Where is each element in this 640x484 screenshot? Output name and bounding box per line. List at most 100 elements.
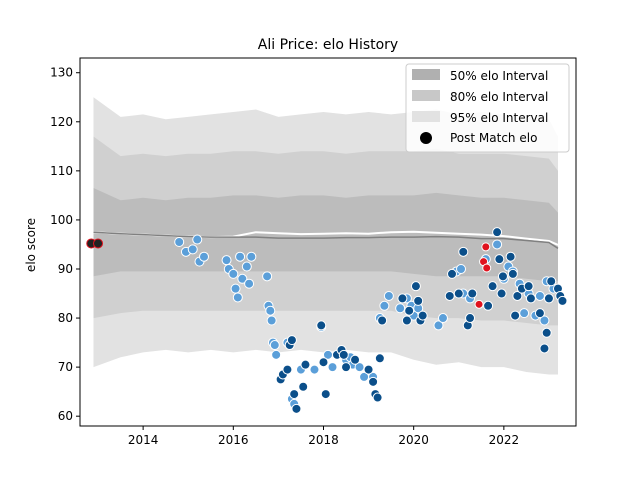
point-away-match [379, 300, 390, 311]
legend-swatch-50 [412, 69, 440, 80]
point-away-match [192, 234, 203, 245]
point-home-match [496, 288, 507, 299]
x-tick-label: 2018 [308, 433, 339, 447]
point-highlight-match [474, 299, 484, 309]
point-away-match [354, 362, 365, 373]
point-away-match [235, 251, 246, 262]
point-away-match [199, 251, 209, 262]
point-away-match [519, 308, 530, 319]
legend-label-post-match: Post Match elo [450, 131, 537, 145]
point-away-match [246, 251, 257, 262]
point-home-match [483, 300, 494, 311]
point-home-match [523, 281, 534, 292]
y-tick-label: 100 [50, 213, 73, 227]
legend-marker-post-match [420, 132, 432, 144]
point-home-match [510, 310, 521, 321]
point-away-match [174, 237, 185, 247]
point-away-match [237, 273, 248, 284]
point-home-match [282, 364, 293, 375]
point-home-match [539, 343, 550, 354]
median-elo-line [93, 231, 559, 250]
point-away-match [395, 303, 406, 314]
point-away-match [232, 292, 243, 303]
x-tick-label: 2022 [489, 433, 520, 447]
axes: 2014 2016 2018 2020 2022 60 70 80 90 100 110 120 130 [50, 66, 519, 447]
point-away-match [437, 313, 448, 324]
point-home-match [447, 268, 457, 279]
point-home-match [507, 268, 518, 279]
y-tick-label: 130 [50, 66, 73, 80]
y-tick-label: 110 [50, 164, 73, 178]
point-home-match [377, 315, 388, 326]
point-home-match [458, 246, 469, 257]
point-home-match [534, 308, 545, 319]
point-first-match [93, 238, 104, 249]
legend: 50% elo Interval 80% elo Interval 95% el… [405, 63, 570, 153]
point-home-match [320, 389, 331, 400]
point-home-match [467, 288, 478, 299]
point-home-match [557, 295, 568, 306]
point-away-match [269, 340, 280, 351]
point-away-match [241, 261, 252, 272]
x-tick-label: 2014 [128, 433, 159, 447]
legend-label-50: 50% elo Interval [450, 69, 548, 83]
legend-frame [405, 63, 570, 153]
point-away-match [262, 271, 273, 282]
point-home-match [417, 310, 428, 321]
y-tick-label: 120 [50, 115, 73, 129]
point-home-match [341, 362, 352, 373]
point-away-match [266, 315, 277, 326]
point-home-match [372, 392, 383, 403]
point-home-match [300, 359, 311, 370]
point-away-match [383, 290, 394, 301]
point-away-match [309, 364, 320, 375]
y-tick-label: 90 [58, 262, 73, 276]
post-match-points [86, 227, 568, 414]
point-away-match [230, 283, 241, 294]
point-home-match [350, 354, 361, 365]
point-home-match [404, 305, 415, 316]
point-away-match [327, 362, 338, 373]
point-home-match [505, 251, 516, 262]
point-home-match [374, 353, 385, 364]
point-home-match [316, 320, 327, 331]
point-highlight-match [482, 263, 492, 273]
y-tick-label: 80 [58, 311, 73, 325]
legend-label-80: 80% elo Interval [450, 90, 548, 104]
point-away-match [534, 290, 545, 301]
point-home-match [410, 281, 421, 292]
point-away-match [456, 263, 467, 274]
elo-trend-lines [93, 230, 559, 250]
point-away-match [244, 278, 255, 289]
x-tick-label: 2020 [398, 433, 429, 447]
point-home-match [512, 290, 523, 301]
point-home-match [289, 389, 300, 400]
point-home-match [541, 327, 552, 338]
point-home-match [525, 293, 536, 304]
point-away-match [228, 268, 239, 279]
point-home-match [401, 315, 412, 326]
point-home-match [298, 381, 309, 392]
interval-bands [93, 97, 558, 375]
point-home-match [397, 293, 408, 304]
point-home-match [494, 254, 505, 265]
point-home-match [543, 293, 554, 304]
point-home-match [318, 357, 329, 368]
y-tick-label: 60 [58, 409, 73, 423]
point-away-match [265, 305, 276, 316]
legend-label-95: 95% elo Interval [450, 111, 548, 125]
point-home-match [546, 276, 557, 287]
point-home-match [291, 403, 302, 414]
point-home-match [286, 335, 297, 346]
chart-title: Ali Price: elo History [258, 37, 398, 53]
point-away-match [433, 320, 444, 331]
point-highlight-match [481, 242, 491, 252]
point-home-match [363, 364, 374, 375]
point-home-match [368, 376, 379, 387]
point-away-match [492, 239, 503, 250]
point-home-match [413, 295, 424, 306]
point-home-match [487, 281, 498, 292]
point-home-match [465, 313, 476, 324]
point-away-match [187, 244, 198, 255]
